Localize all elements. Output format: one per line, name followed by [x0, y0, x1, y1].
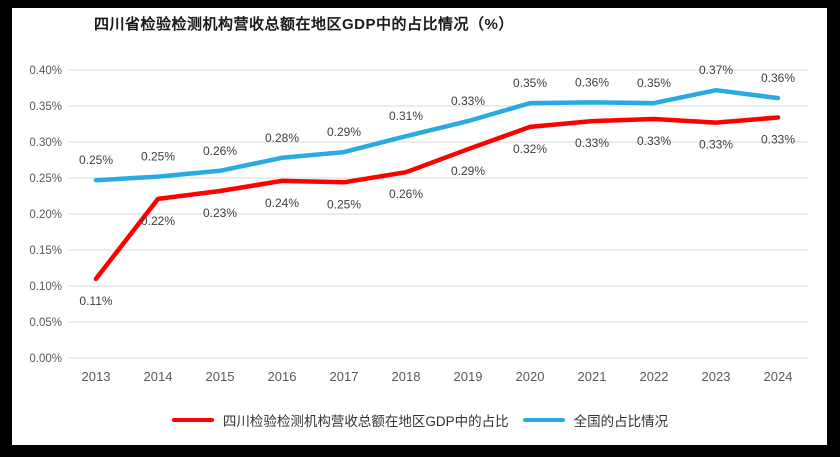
x-tick-label: 2019: [454, 369, 483, 384]
data-label-national: 0.37%: [699, 63, 733, 77]
data-label-national: 0.26%: [203, 144, 237, 158]
chart-title: 四川省检验检测机构营收总额在地区GDP中的占比情况（%）: [94, 16, 514, 33]
y-tick-label: 0.10%: [29, 281, 62, 293]
x-tick-label: 2018: [392, 369, 421, 384]
data-label-national: 0.35%: [637, 76, 671, 90]
y-tick-label: 0.20%: [29, 209, 62, 221]
legend-item-national: 全国的占比情况: [522, 410, 669, 430]
x-tick-label: 2023: [702, 369, 731, 384]
data-label-sichuan: 0.23%: [203, 206, 237, 220]
x-tick-label: 2021: [578, 369, 607, 384]
data-label-sichuan: 0.32%: [513, 142, 547, 156]
data-label-sichuan: 0.33%: [637, 134, 671, 148]
legend-label-sichuan: 四川检验检测机构营收总额在地区GDP中的占比: [222, 414, 509, 429]
legend: 四川检验检测机构营收总额在地区GDP中的占比 全国的占比情况: [0, 410, 840, 430]
x-tick-label: 2013: [82, 369, 111, 384]
y-tick-label: 0.05%: [29, 317, 62, 329]
y-tick-label: 0.00%: [29, 353, 62, 365]
data-label-national: 0.28%: [265, 131, 299, 145]
x-tick-label: 2017: [330, 369, 359, 384]
data-label-national: 0.36%: [761, 71, 795, 85]
series-line-national: [93, 87, 781, 183]
x-tick-label: 2014: [144, 369, 173, 384]
x-tick-label: 2015: [206, 369, 235, 384]
x-tick-label: 2020: [516, 369, 545, 384]
y-tick-label: 0.30%: [29, 137, 62, 149]
x-tick-label: 2024: [764, 369, 793, 384]
data-label-national: 0.29%: [327, 125, 361, 139]
y-tick-label: 0.25%: [29, 173, 62, 185]
data-label-sichuan: 0.29%: [451, 164, 485, 178]
data-label-sichuan: 0.33%: [699, 138, 733, 152]
legend-swatch-sichuan-icon: [171, 418, 214, 422]
data-label-sichuan: 0.22%: [141, 214, 175, 228]
y-tick-label: 0.40%: [29, 65, 62, 77]
data-label-national: 0.35%: [513, 76, 547, 90]
data-label-sichuan: 0.11%: [79, 294, 112, 308]
data-label-sichuan: 0.26%: [389, 187, 423, 201]
data-label-sichuan: 0.33%: [761, 133, 795, 147]
y-tick-label: 0.35%: [29, 101, 62, 113]
x-tick-label: 2022: [640, 369, 669, 384]
legend-label-national: 全国的占比情况: [573, 414, 669, 429]
legend-item-sichuan: 四川检验检测机构营收总额在地区GDP中的占比: [171, 410, 509, 430]
data-label-national: 0.31%: [389, 109, 423, 123]
data-label-sichuan: 0.33%: [575, 136, 609, 150]
x-tick-label: 2016: [268, 369, 297, 384]
data-label-national: 0.33%: [451, 94, 485, 108]
data-label-national: 0.25%: [79, 153, 113, 167]
legend-swatch-national-icon: [522, 418, 565, 422]
y-tick-label: 0.15%: [29, 245, 62, 257]
data-label-sichuan: 0.25%: [327, 197, 361, 211]
data-label-national: 0.36%: [575, 75, 609, 89]
chart-panel: [12, 8, 827, 445]
data-label-national: 0.25%: [141, 150, 175, 164]
data-label-sichuan: 0.24%: [265, 196, 299, 210]
series-line-sichuan: [93, 115, 781, 282]
